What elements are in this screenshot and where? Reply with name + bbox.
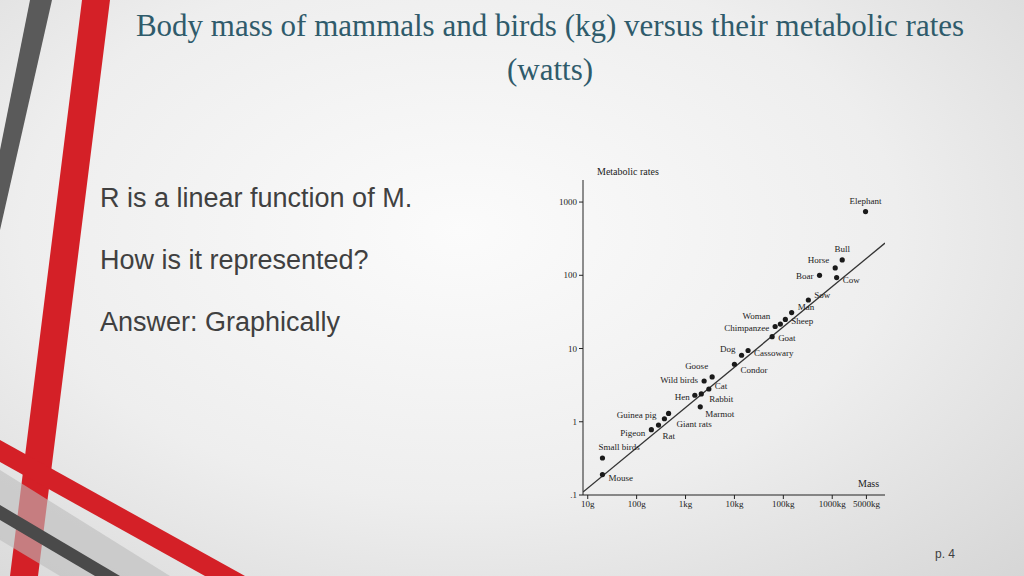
html-text:Answer: Graphically: Answer: Graphically [100,307,341,337]
svg-text:Sow: Sow [814,290,831,300]
svg-text:1000: 1000 [559,197,578,207]
svg-text:Hen: Hen [675,392,690,402]
svg-text:Condor: Condor [740,365,767,375]
svg-text:1000kg: 1000kg [819,499,847,509]
svg-text:Wild birds: Wild birds [660,375,698,385]
svg-text:Rabbit: Rabbit [709,394,733,404]
svg-text:Mouse: Mouse [608,473,633,483]
svg-text:Woman: Woman [743,311,771,321]
svg-text:10kg: 10kg [725,499,744,509]
svg-text:Goose: Goose [685,361,708,371]
svg-text:Rat: Rat [663,431,676,441]
svg-text:Bull: Bull [834,244,850,254]
svg-text:100: 100 [564,270,578,280]
svg-text:Boar: Boar [796,271,814,281]
svg-text:Elephant: Elephant [850,196,882,206]
svg-text:Man: Man [798,302,815,312]
svg-text:Marmot: Marmot [705,409,734,419]
svg-text:1: 1 [573,417,578,427]
svg-text:Dog: Dog [720,344,736,354]
svg-text:Horse: Horse [808,255,830,265]
svg-text:100kg: 100kg [772,499,795,509]
html-text:Body mass of mammals and birds: Body mass of mammals and birds (kg) vers… [135,8,965,87]
svg-text:Goat: Goat [778,333,796,343]
svg-text:Chimpanzee: Chimpanzee [724,323,769,333]
svg-text:Sheep: Sheep [791,316,813,326]
svg-text:Cat: Cat [715,381,728,391]
svg-text:10: 10 [568,344,578,354]
html-text:R is a linear function of M.: R is a linear function of M. [100,183,413,213]
html-text:Mass: Mass [858,478,880,489]
svg-text:Pigeon: Pigeon [620,428,646,438]
svg-text:Cassowary: Cassowary [754,348,794,358]
svg-text:.1: .1 [570,490,577,500]
svg-text:Cow: Cow [843,275,861,285]
svg-text:Small birds: Small birds [598,442,640,452]
svg-text:100g: 100g [628,499,647,509]
svg-text:Guinea pig: Guinea pig [617,410,657,420]
svg-text:5000kg: 5000kg [853,499,881,509]
html-text:p. 4: p. 4 [935,547,955,561]
html-text:How is it represented?: How is it represented? [100,245,369,275]
svg-text:1kg: 1kg [679,499,693,509]
svg-text:Giant rats: Giant rats [677,419,713,429]
html-text:Metabolic rates: Metabolic rates [597,166,659,177]
svg-text:10g: 10g [581,499,595,509]
